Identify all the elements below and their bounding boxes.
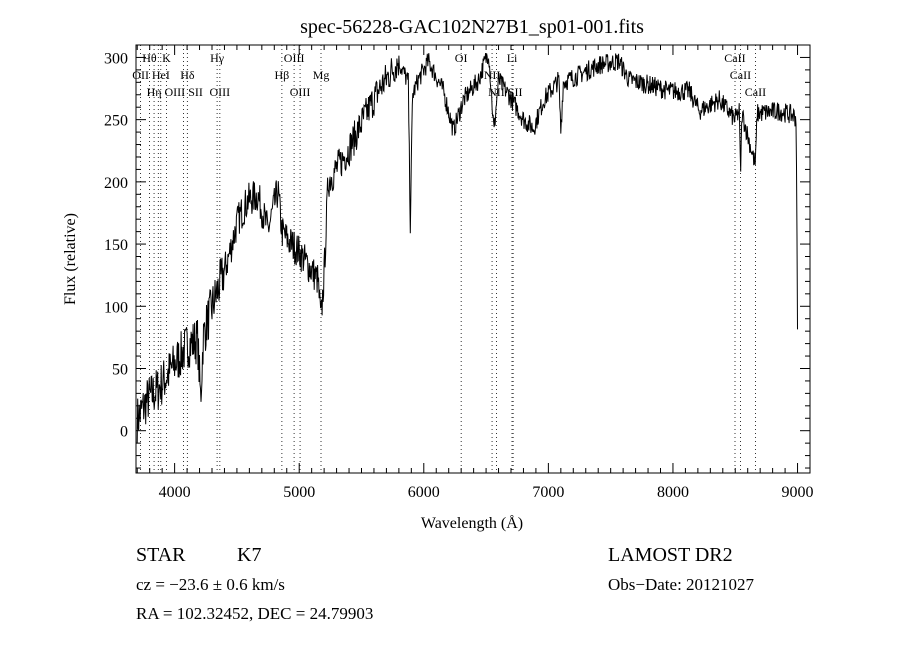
line-marker-label: OIII <box>165 85 186 99</box>
line-marker-label: Hδ <box>180 68 195 82</box>
line-marker-label: K <box>162 51 171 65</box>
line-marker-label: OIII <box>284 51 305 65</box>
x-axis-label: Wavelength (Å) <box>421 514 523 532</box>
line-marker-label: OI <box>455 51 468 65</box>
x-tick-label: 9000 <box>782 484 814 501</box>
plot-area <box>136 52 798 444</box>
subclass: K7 <box>237 544 261 566</box>
line-marker-label: Hγ <box>210 51 225 65</box>
y-axis-label: Flux (relative) <box>62 213 79 305</box>
line-marker-label: HeI <box>152 68 170 82</box>
x-tick-label: 6000 <box>408 484 440 501</box>
spectrum-line <box>136 52 798 444</box>
line-marker-label: SII <box>188 85 203 99</box>
coordinates: RA = 102.32452, DEC = 24.79903 <box>136 604 373 623</box>
line-marker-label: Hθ <box>142 51 157 65</box>
line-marker-label: Hη <box>147 85 162 99</box>
object-type: STAR <box>136 544 186 566</box>
x-tick-label: 4000 <box>159 484 191 501</box>
line-marker-label: OIII <box>290 85 311 99</box>
axes: 4000 5000 6000 7000 8000 9000 0 50 100 150 200 250 3… <box>104 44 814 501</box>
x-tick-label: 5000 <box>283 484 315 501</box>
line-marker-label: CaII <box>730 68 751 82</box>
survey-label: LAMOST DR2 <box>608 544 733 566</box>
x-tick-label: 7000 <box>532 484 564 501</box>
redshift-cz: cz = −23.6 ± 0.6 km/s <box>136 575 285 594</box>
chart-title: spec-56228-GAC102N27B1_sp01-001.fits <box>300 16 644 38</box>
line-marker-label: Hβ <box>275 68 290 82</box>
line-marker-label: NII <box>488 85 505 99</box>
line-marker-label: OIII <box>210 85 231 99</box>
x-tick-label: 8000 <box>657 484 689 501</box>
line-marker-label: CaII <box>745 85 766 99</box>
y-tick-label: 250 <box>104 113 128 130</box>
line-marker-label: CaII <box>724 51 745 65</box>
y-tick-label: 100 <box>104 299 128 316</box>
y-tick-label: 50 <box>112 361 128 378</box>
plot-frame <box>135 44 811 474</box>
y-tick-label: 0 <box>120 424 128 441</box>
line-marker-label: Li <box>507 51 518 65</box>
y-tick-label: 150 <box>104 237 128 254</box>
line-marker-label: Mg <box>313 68 330 82</box>
y-tick-label: 300 <box>104 50 128 67</box>
line-marker-label: NII <box>484 68 501 82</box>
obs-date: Obs−Date: 20121027 <box>608 575 755 594</box>
y-tick-label: 200 <box>104 175 128 192</box>
